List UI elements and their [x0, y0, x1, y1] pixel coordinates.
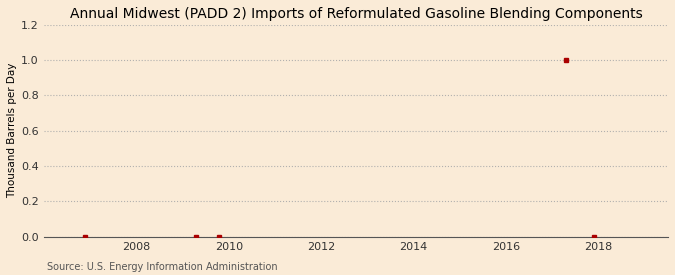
- Title: Annual Midwest (PADD 2) Imports of Reformulated Gasoline Blending Components: Annual Midwest (PADD 2) Imports of Refor…: [70, 7, 643, 21]
- Text: Source: U.S. Energy Information Administration: Source: U.S. Energy Information Administ…: [47, 262, 278, 272]
- Y-axis label: Thousand Barrels per Day: Thousand Barrels per Day: [7, 63, 17, 199]
